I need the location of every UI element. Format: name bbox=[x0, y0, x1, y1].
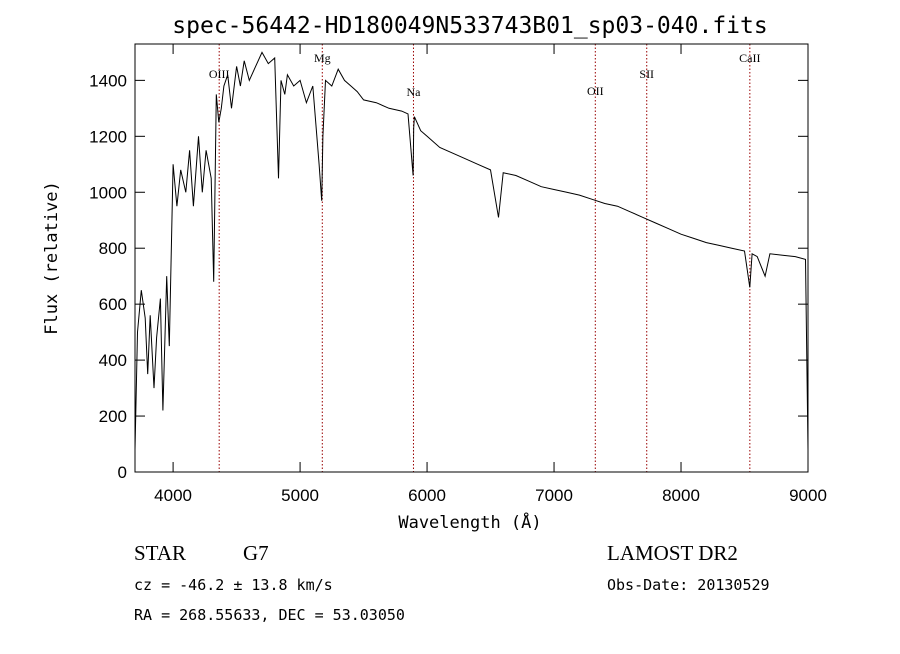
object-type: STAR bbox=[134, 541, 186, 565]
y-tick-label: 600 bbox=[99, 295, 127, 314]
x-axis-label: Wavelength (Å) bbox=[398, 511, 541, 533]
x-tick-label: 5000 bbox=[281, 486, 319, 505]
spectrum-line bbox=[134, 51, 809, 450]
spectral-subclass: G7 bbox=[243, 541, 269, 565]
marker-label: SII bbox=[639, 67, 654, 81]
x-tick-label: 9000 bbox=[789, 486, 827, 505]
coordinates: RA = 268.55633, DEC = 53.03050 bbox=[134, 606, 405, 624]
y-tick-label: 800 bbox=[99, 239, 127, 258]
marker-label: OII bbox=[587, 84, 604, 98]
y-tick-label: 1200 bbox=[89, 127, 127, 146]
y-axis-label: Flux (relative) bbox=[42, 181, 62, 335]
y-tick-label: 200 bbox=[99, 407, 127, 426]
y-tick-label: 0 bbox=[118, 463, 127, 482]
x-tick-label: 4000 bbox=[154, 486, 192, 505]
plot-frame bbox=[134, 43, 809, 473]
y-tick-label: 400 bbox=[99, 351, 127, 370]
chart-title: spec-56442-HD180049N533743B01_sp03-040.f… bbox=[172, 13, 767, 39]
y-axis: 0 200 400 600 800 1000 1200 1400 bbox=[89, 71, 808, 482]
x-tick-label: 8000 bbox=[662, 486, 700, 505]
x-axis: 4000 5000 6000 7000 8000 9000 bbox=[154, 44, 827, 505]
observation-date: Obs-Date: 20130529 bbox=[607, 576, 770, 594]
x-tick-label: 6000 bbox=[408, 486, 446, 505]
y-tick-label: 1400 bbox=[89, 71, 127, 90]
x-tick-label: 7000 bbox=[535, 486, 573, 505]
marker-label: OIII bbox=[209, 67, 230, 81]
emission-line-markers: OIII Mg Na OII SII CaII bbox=[209, 44, 761, 472]
marker-label: CaII bbox=[739, 51, 760, 65]
marker-label: Na bbox=[406, 85, 421, 99]
y-tick-label: 1000 bbox=[89, 183, 127, 202]
marker-label: Mg bbox=[314, 51, 331, 65]
survey-name: LAMOST DR2 bbox=[607, 541, 738, 565]
redshift-velocity: cz = -46.2 ± 13.8 km/s bbox=[134, 576, 333, 594]
